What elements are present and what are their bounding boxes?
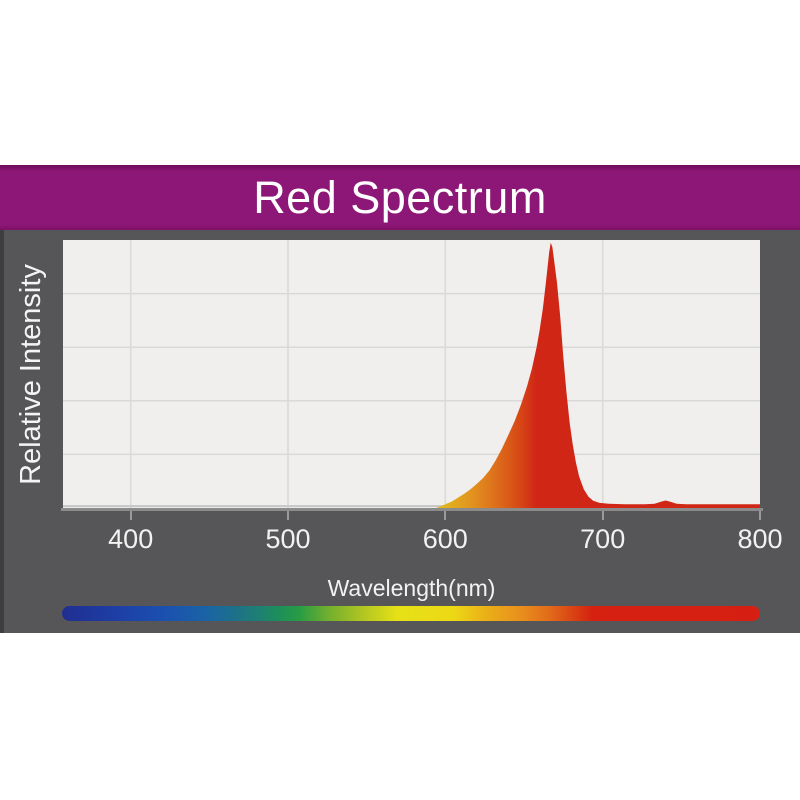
plot-area [63,240,760,508]
x-tick-label: 600 [422,524,468,554]
x-tick-label: 700 [580,524,626,554]
x-tick-mark [759,511,761,520]
panel-left-edge [0,230,4,633]
x-tick-mark [287,511,289,520]
header-bar: Red Spectrum [0,165,800,230]
x-tick-mark [444,511,447,520]
x-tick-label: 400 [108,524,154,554]
visible-spectrum-legend [62,606,760,621]
x-tick-label: 500 [265,524,311,554]
x-tick-mark [129,511,132,520]
chart-panel: Relative Intensity 400 500 600 700 800 Wavel… [0,230,800,633]
x-axis-label: Wavelength(nm) [327,575,496,601]
x-tick-label: 800 [737,524,783,554]
page-title: Red Spectrum [253,171,547,223]
spectrum-chart [63,240,760,508]
x-axis-line [61,508,763,511]
y-axis-label-container: Relative Intensity [0,240,63,508]
spectrum-area-series [435,242,760,508]
x-tick-mark [601,511,604,520]
y-axis-label: Relative Intensity [15,263,48,485]
